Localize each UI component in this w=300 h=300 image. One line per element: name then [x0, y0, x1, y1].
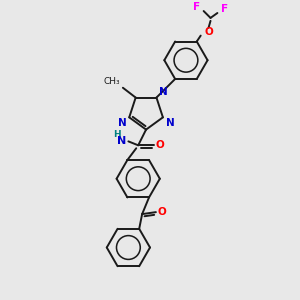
Text: H: H — [113, 130, 121, 140]
Text: N: N — [117, 136, 126, 146]
Text: O: O — [156, 140, 165, 150]
Text: O: O — [158, 207, 167, 217]
Text: O: O — [205, 27, 213, 37]
Text: N: N — [159, 87, 168, 97]
Text: N: N — [118, 118, 126, 128]
Text: CH₃: CH₃ — [103, 77, 120, 86]
Text: N: N — [166, 118, 175, 128]
Text: F: F — [193, 2, 200, 12]
Text: F: F — [221, 4, 229, 14]
